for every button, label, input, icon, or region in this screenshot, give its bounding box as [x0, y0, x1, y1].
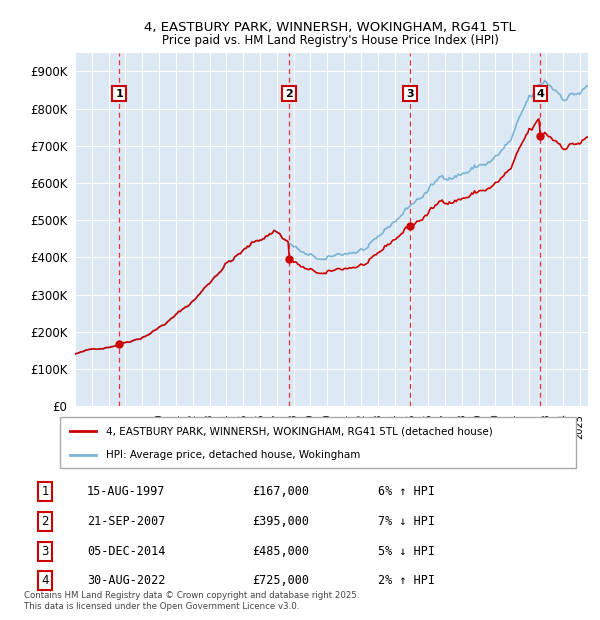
Text: 1: 1 [115, 89, 123, 99]
Text: 1: 1 [41, 485, 49, 498]
Text: 4: 4 [536, 89, 544, 99]
Text: 4, EASTBURY PARK, WINNERSH, WOKINGHAM, RG41 5TL (detached house): 4, EASTBURY PARK, WINNERSH, WOKINGHAM, R… [106, 427, 493, 436]
Text: 2: 2 [41, 515, 49, 528]
Text: 5% ↓ HPI: 5% ↓ HPI [378, 545, 435, 557]
Text: Price paid vs. HM Land Registry's House Price Index (HPI): Price paid vs. HM Land Registry's House … [161, 35, 499, 47]
Text: 3: 3 [41, 545, 49, 557]
Text: 2: 2 [285, 89, 293, 99]
Text: £167,000: £167,000 [252, 485, 309, 498]
Text: £395,000: £395,000 [252, 515, 309, 528]
Text: 4: 4 [41, 575, 49, 587]
Text: 7% ↓ HPI: 7% ↓ HPI [378, 515, 435, 528]
Text: 6% ↑ HPI: 6% ↑ HPI [378, 485, 435, 498]
Text: HPI: Average price, detached house, Wokingham: HPI: Average price, detached house, Woki… [106, 450, 361, 461]
Text: 21-SEP-2007: 21-SEP-2007 [87, 515, 166, 528]
Text: 2% ↑ HPI: 2% ↑ HPI [378, 575, 435, 587]
Text: 4, EASTBURY PARK, WINNERSH, WOKINGHAM, RG41 5TL: 4, EASTBURY PARK, WINNERSH, WOKINGHAM, R… [144, 22, 516, 34]
Text: 30-AUG-2022: 30-AUG-2022 [87, 575, 166, 587]
Text: Contains HM Land Registry data © Crown copyright and database right 2025.
This d: Contains HM Land Registry data © Crown c… [24, 591, 359, 611]
Text: £725,000: £725,000 [252, 575, 309, 587]
FancyBboxPatch shape [60, 417, 576, 468]
Text: £485,000: £485,000 [252, 545, 309, 557]
Text: 15-AUG-1997: 15-AUG-1997 [87, 485, 166, 498]
Text: 05-DEC-2014: 05-DEC-2014 [87, 545, 166, 557]
Text: 3: 3 [406, 89, 414, 99]
